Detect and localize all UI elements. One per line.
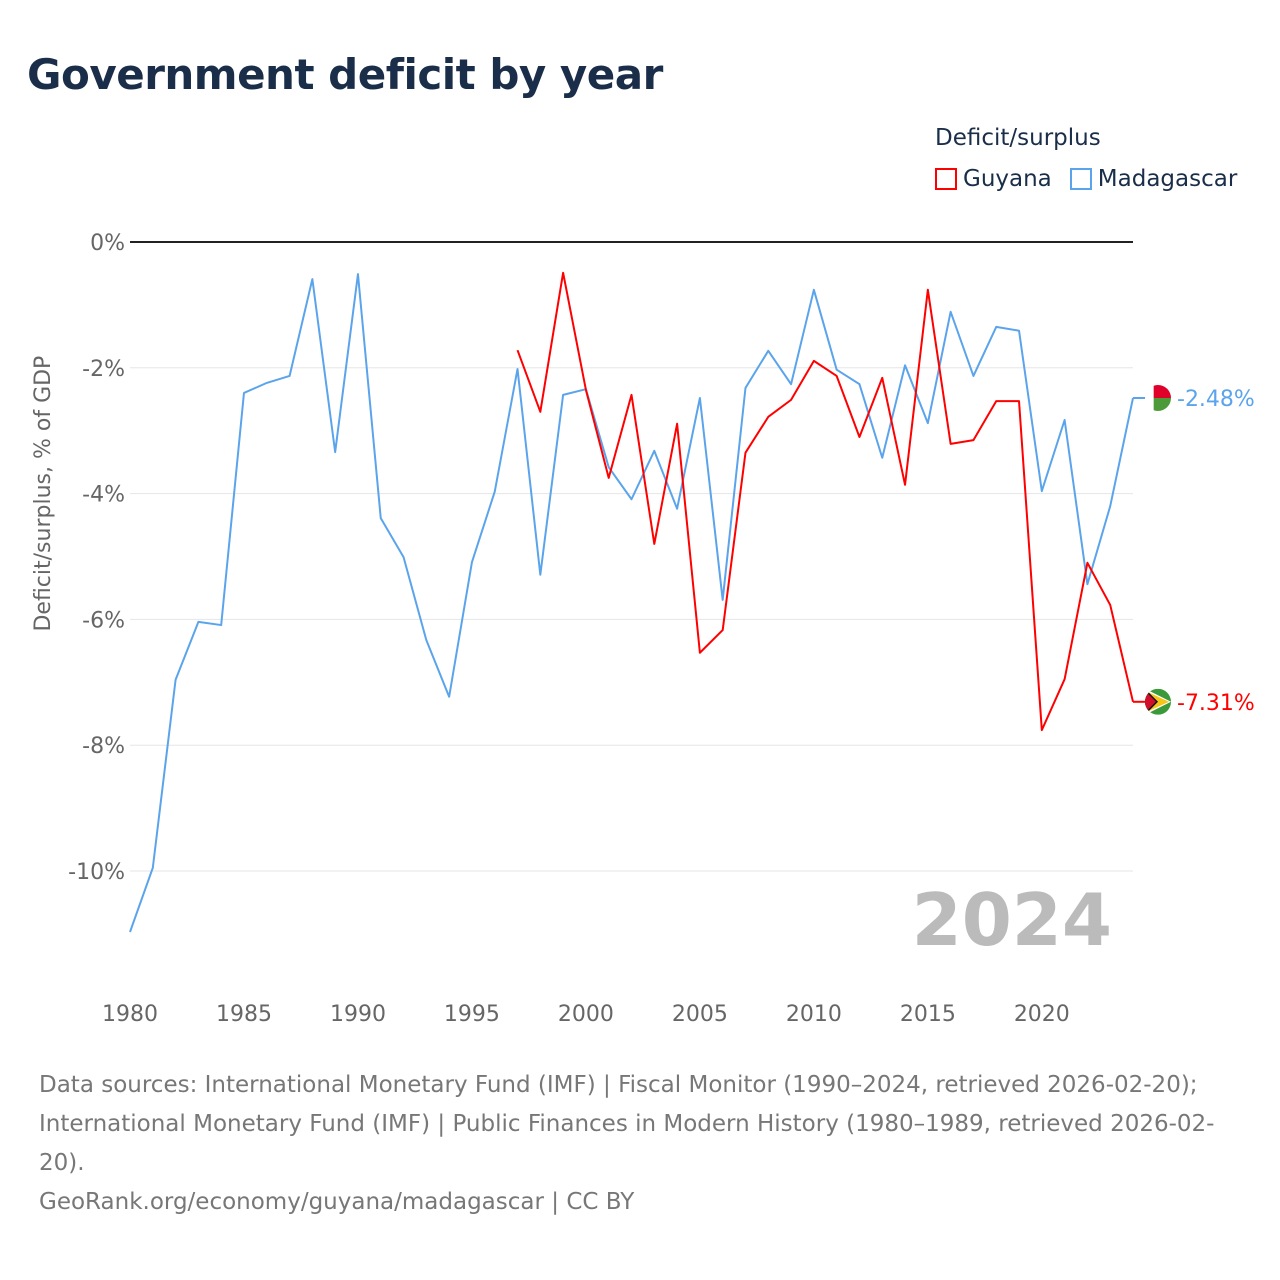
year-watermark: 2024 [912,878,1112,962]
legend-item-madagascar[interactable]: Madagascar [1069,166,1238,192]
y-tick-label: -10% [68,860,125,885]
end-value-label: -7.31% [1177,691,1255,716]
y-tick-label: 0% [90,231,125,256]
end-value-label: -2.48% [1177,387,1255,412]
series-line-madagascar [129,273,1134,933]
y-tick-label: -2% [82,357,125,382]
x-tick-label: 2005 [672,1002,728,1027]
credit: GeoRank.org/economy/guyana/madagascar | … [39,1189,635,1215]
y-tick-label: -6% [82,608,125,633]
x-tick-label: 2000 [558,1002,614,1027]
legend: Guyana Madagascar [935,166,1237,192]
chart-title: Government deficit by year [27,50,663,99]
x-tick-label: 2015 [900,1002,956,1027]
x-tick-label: 2010 [786,1002,842,1027]
series-line-guyana [516,271,1134,732]
x-tick-label: 1995 [444,1002,500,1027]
y-tick-label: -4% [82,483,125,508]
legend-label: Madagascar [1097,166,1238,192]
x-tick-label: 1990 [330,1002,386,1027]
data-sources: Data sources: International Monetary Fun… [39,1072,1215,1176]
legend-swatch-madagascar [1069,168,1092,190]
legend-title: Deficit/surplus [935,125,1101,151]
x-tick-label: 1980 [102,1002,158,1027]
footer: Data sources: International Monetary Fun… [39,1066,1239,1222]
y-axis-label: Deficit/surplus, % of GDP [31,356,56,632]
y-tick-label: -8% [82,734,125,759]
x-tick-label: 1985 [216,1002,272,1027]
flag-icon-madagascar [1145,384,1171,411]
legend-item-guyana[interactable]: Guyana [935,166,1052,192]
x-tick-label: 2020 [1014,1002,1070,1027]
legend-label: Guyana [963,166,1052,192]
legend-swatch-guyana [935,168,957,190]
flag-icon-guyana [1145,688,1171,715]
